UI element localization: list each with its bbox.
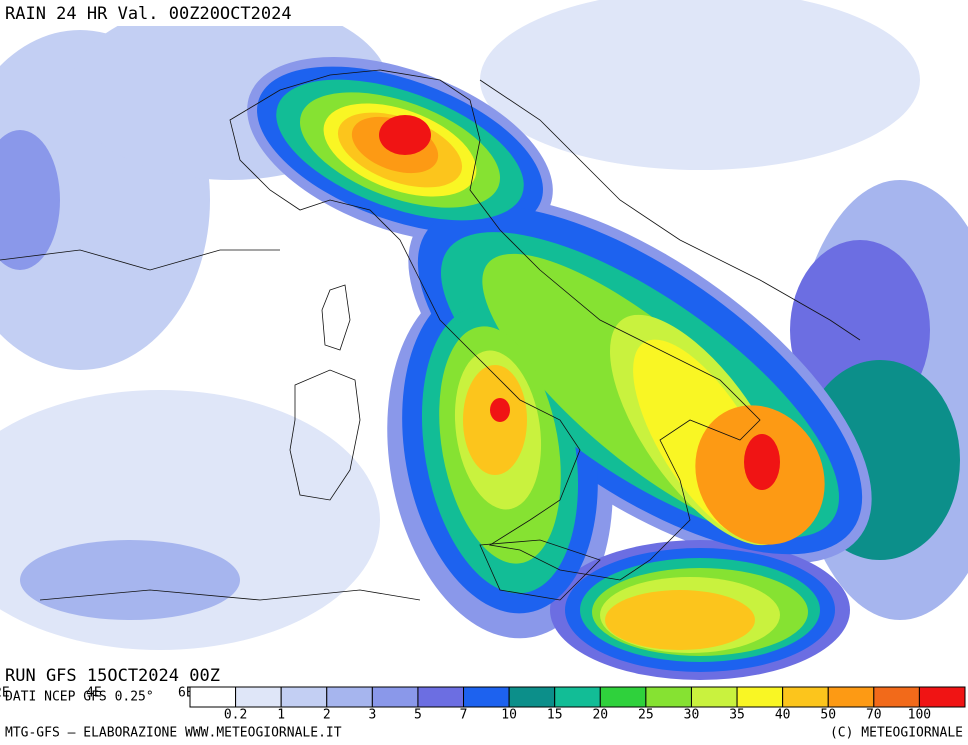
precip-area (20, 540, 240, 620)
map-title: RAIN 24 HR Val. 00Z20OCT2024 (5, 4, 292, 24)
coastlines (0, 69, 861, 601)
precip-area (605, 590, 755, 650)
legend-label: 0.2 (224, 708, 247, 723)
legend-label: 70 (866, 708, 882, 723)
legend-swatch (508, 686, 556, 708)
legend-label: 5 (414, 708, 422, 723)
legend-label: 7 (460, 708, 468, 723)
legend-swatch (463, 686, 510, 708)
legend-swatch (736, 686, 784, 708)
precip-area (744, 434, 780, 490)
legend-swatch (326, 686, 373, 708)
precip-area (379, 115, 431, 155)
precip-area (490, 398, 510, 422)
run-info: RUN GFS 15OCT2024 00Z (5, 666, 220, 686)
legend-label: 40 (775, 708, 791, 723)
footer-left: MTG-GFS — ELABORAZIONE WWW.METEOGIORNALE… (5, 726, 342, 741)
legend-label: 3 (368, 708, 376, 723)
legend-swatch (189, 686, 237, 708)
lon-label: 2E (0, 686, 10, 701)
legend-swatch (280, 686, 328, 708)
precip-field (0, 0, 968, 680)
legend-swatch (371, 686, 419, 708)
legend-swatch (918, 686, 966, 708)
legend-label: 25 (638, 708, 654, 723)
legend-label: 30 (684, 708, 700, 723)
legend-label: 35 (729, 708, 745, 723)
legend-swatch (235, 686, 282, 708)
lon-label: 4E (86, 686, 102, 701)
legend-label: 50 (820, 708, 836, 723)
legend-label: 2 (323, 708, 331, 723)
legend-label: 20 (592, 708, 608, 723)
legend-swatch (554, 686, 601, 708)
legend-label: 15 (547, 708, 563, 723)
legend-swatch (599, 686, 647, 708)
legend: 0.2 1 2 3 5 7 10 15 20 25 30 35 40 50 70 100 (189, 686, 966, 723)
legend-swatch (690, 686, 738, 708)
precip-area (480, 0, 920, 170)
title-box (0, 0, 413, 26)
source: DATI NCEP GFS 0.25° (5, 690, 154, 705)
legend-swatch (645, 686, 692, 708)
legend-swatch (827, 686, 875, 708)
legend-swatch (873, 686, 920, 708)
legend-label: 100 (908, 708, 931, 723)
precip-area (0, 130, 60, 270)
legend-swatch (782, 686, 829, 708)
legend-label: 10 (501, 708, 517, 723)
footer-right: (C) METEOGIORNALE (830, 726, 963, 741)
legend-swatch (417, 686, 465, 708)
legend-label: 1 (277, 708, 285, 723)
